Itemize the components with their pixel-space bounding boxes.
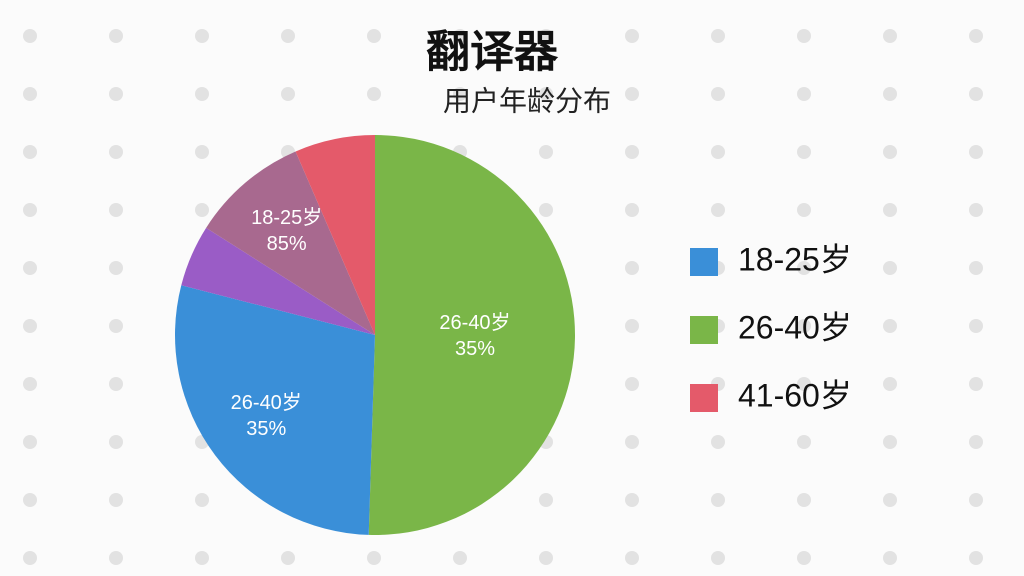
chart-title: 翻译器 (426, 28, 559, 77)
legend-swatch (690, 384, 718, 412)
legend-label: 41-60岁 (738, 377, 852, 413)
pie-slice (181, 227, 375, 335)
pie-slice (174, 285, 375, 535)
slice-value-label: 35% (455, 338, 495, 360)
pie-slice (206, 151, 375, 335)
pie-slice (295, 135, 375, 335)
slice-value-label: 85% (267, 233, 307, 255)
slice-label: 26-40岁 (231, 391, 302, 414)
legend-label: 26-40岁 (738, 309, 852, 345)
slice-label: 26-40岁 (439, 311, 510, 334)
pie-slice (368, 135, 576, 536)
legend-swatch (690, 316, 718, 344)
slice-label: 18-25岁 (251, 206, 322, 229)
legend-label: 18-25岁 (738, 241, 852, 277)
legend-swatch (690, 248, 718, 276)
chart-subtitle: 用户年龄分布 (443, 85, 611, 116)
slice-value-label: 35% (246, 418, 286, 440)
